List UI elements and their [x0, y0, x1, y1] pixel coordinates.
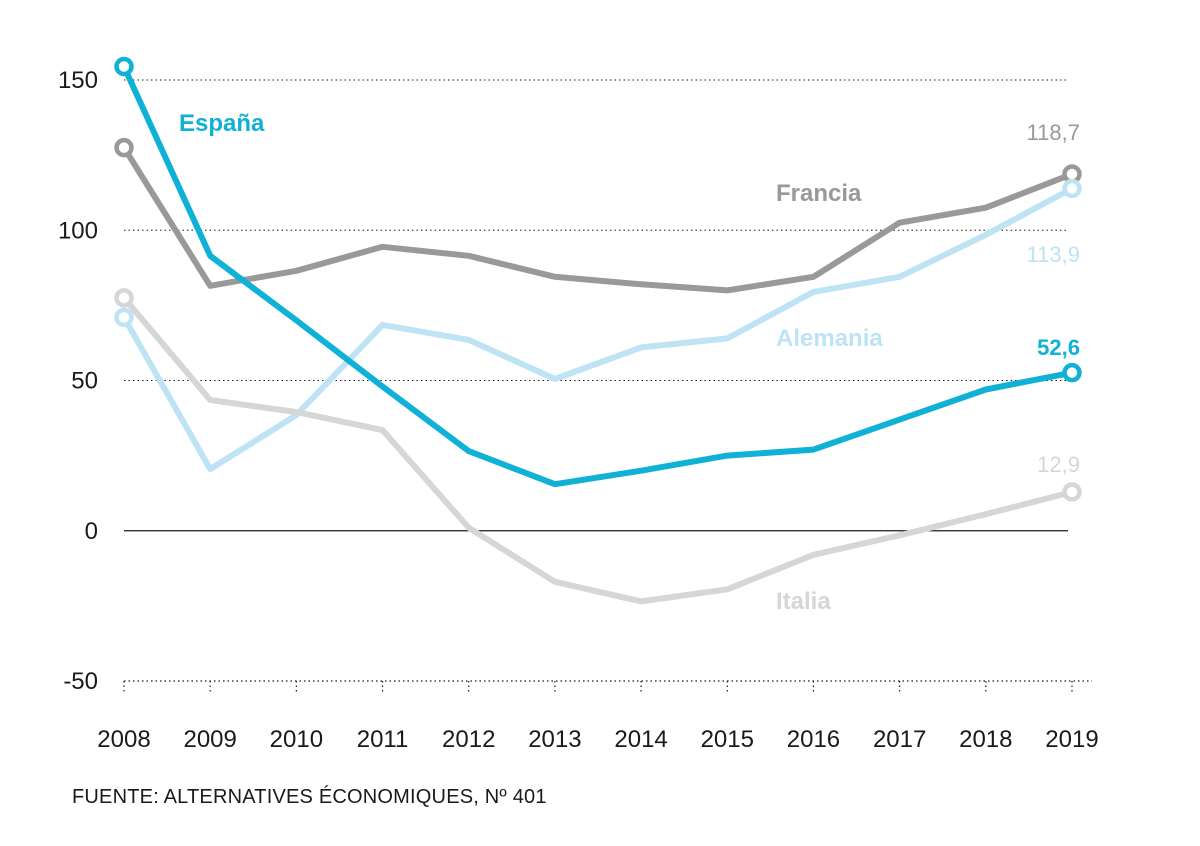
start-marker-italia	[114, 288, 134, 308]
start-marker-alemania	[114, 307, 134, 328]
series-line-francia	[121, 144, 1075, 294]
x-tick-label: 2010	[270, 726, 323, 753]
x-tick-label: 2013	[528, 726, 581, 753]
end-marker-espana	[1062, 362, 1082, 383]
series-lines	[114, 56, 1082, 605]
end-value-label-alemania: 113,9	[1027, 242, 1080, 267]
y-tick-label: 50	[71, 368, 98, 395]
x-tick-label: 2018	[959, 726, 1012, 753]
source-note: FUENTE: ALTERNATIVES ÉCONOMIQUES, Nº 401	[72, 786, 547, 808]
x-tick-label: 2009	[183, 726, 236, 753]
series-name-espana: España	[179, 110, 265, 137]
x-tick-label: 2012	[442, 726, 495, 753]
y-tick-label: 0	[85, 518, 98, 545]
end-value-label-espana: 52,6	[1037, 335, 1080, 360]
start-marker-espana	[114, 56, 134, 77]
end-marker-alemania	[1062, 178, 1082, 199]
series-labels: Francia 118,7 Alemania 113,9 España 52,6 Itali…	[179, 110, 1080, 615]
start-marker-francia	[114, 137, 134, 158]
series-line-alemania	[121, 185, 1075, 473]
series-name-francia: Francia	[776, 180, 862, 207]
x-tick-label: 2015	[701, 726, 754, 753]
x-tick-label: 2016	[787, 726, 840, 753]
end-value-label-italia: 12,9	[1037, 452, 1080, 477]
series-line-espana	[121, 63, 1075, 488]
series-name-alemania: Alemania	[776, 325, 883, 352]
x-tick-label: 2014	[614, 726, 667, 753]
x-tick-label: 2019	[1045, 726, 1098, 753]
y-tick-label: -50	[63, 668, 98, 695]
x-tick-label: 2017	[873, 726, 926, 753]
end-marker-italia	[1062, 482, 1082, 502]
y-axis-ticks: 150 100 50 0 -50	[58, 67, 98, 695]
x-tick-label: 2011	[357, 726, 409, 753]
y-tick-label: 100	[58, 217, 98, 244]
end-value-label-francia: 118,7	[1027, 120, 1080, 145]
series-name-italia: Italia	[776, 588, 831, 615]
x-axis: 2008 2009 2010 2011 2012 2013 2014 2015 2016 2017…	[97, 681, 1099, 753]
x-tick-label: 2008	[97, 726, 150, 753]
series-line-italia	[121, 294, 1075, 605]
y-tick-label: 150	[58, 67, 98, 94]
